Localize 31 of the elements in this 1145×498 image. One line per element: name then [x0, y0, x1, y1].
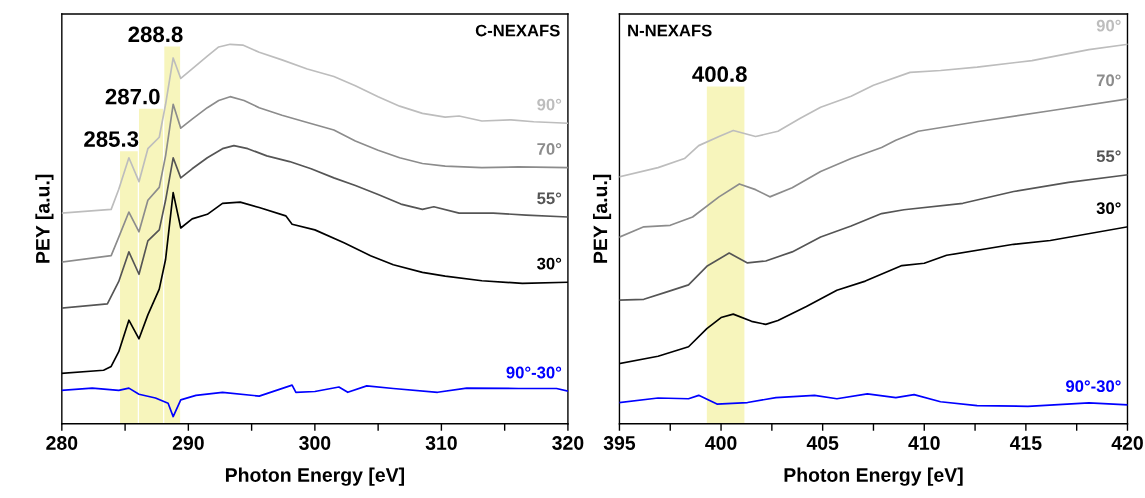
y-axis-title: PEY [a.u.]	[592, 174, 612, 263]
x-tick-label: 405	[806, 436, 839, 450]
series-label: 70°	[1096, 74, 1121, 87]
series-label: 90°	[1096, 19, 1121, 32]
x-tick-label: 420	[1111, 436, 1143, 450]
series-label: 90°	[537, 98, 562, 111]
x-tick-label: 310	[425, 436, 457, 450]
x-tick-label: 415	[1009, 436, 1042, 450]
chart-title: C-NEXAFS	[475, 24, 560, 37]
series-label: 70°	[537, 143, 562, 155]
annotation: 285.3	[84, 131, 139, 147]
series-label: 55°	[537, 192, 562, 205]
x-tick-label: 300	[299, 436, 331, 450]
x-axis-title: Photon Energy [eV]	[784, 467, 963, 486]
chart-title: N-NEXAFS	[628, 24, 712, 37]
x-tick-label: 395	[603, 436, 636, 450]
series-label: 90°-30°	[506, 366, 562, 379]
x-tick-label: 280	[46, 436, 78, 450]
x-tick-label: 400	[705, 436, 737, 450]
x-tick-label: 410	[908, 436, 940, 450]
annotation: 400.8	[692, 66, 747, 83]
annotation: 287.0	[105, 88, 160, 105]
series-label: 30°	[1096, 202, 1121, 215]
series-label: 30°	[537, 257, 562, 270]
series-label: 55°	[1096, 150, 1121, 163]
x-axis-title: Photon Energy [eV]	[225, 467, 404, 486]
x-tick-label: 320	[552, 436, 584, 450]
x-tick-label: 290	[172, 436, 204, 450]
series-label: 90°-30°	[1066, 380, 1121, 393]
annotation: 288.8	[128, 26, 183, 43]
y-axis-title: PEY [a.u.]	[35, 174, 54, 263]
